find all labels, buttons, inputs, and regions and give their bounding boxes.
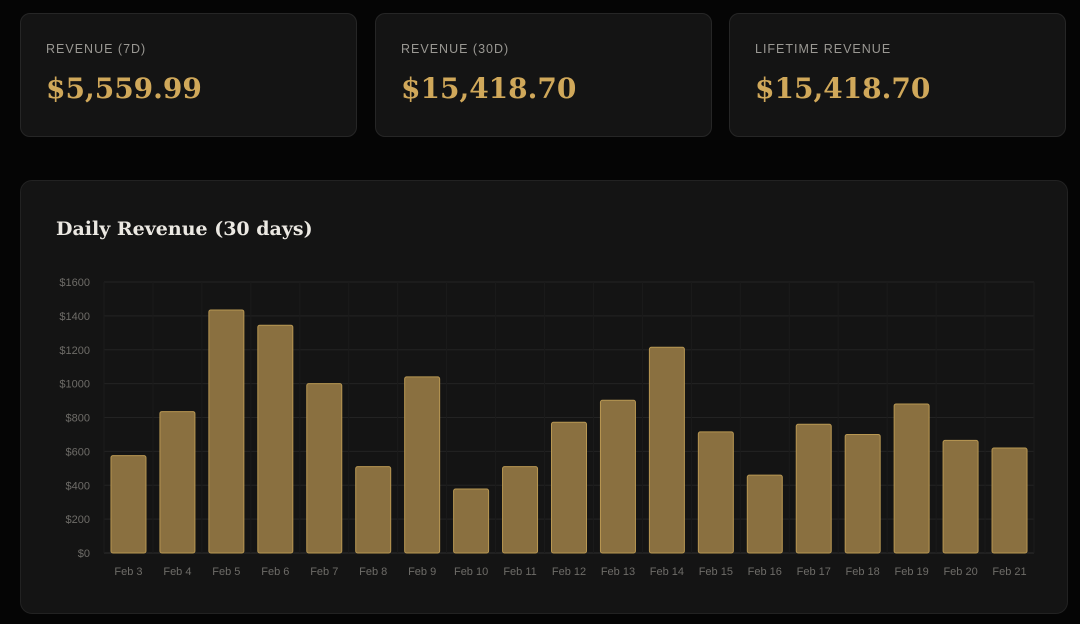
y-tick-label: $600	[66, 446, 90, 458]
bar-feb-19[interactable]	[893, 403, 930, 554]
x-tick-label: Feb 13	[601, 566, 635, 578]
y-tick-label: $800	[66, 413, 90, 425]
y-tick-label: $1600	[59, 277, 90, 289]
daily-revenue-chart: $0 $200 $400 $600 $800 $1000 $1200 $1400 $1600 Fe…	[59, 277, 1035, 578]
stat-value: $5,559.99	[46, 72, 202, 105]
stat-label: REVENUE (7D)	[46, 42, 147, 56]
bar-feb-12[interactable]	[551, 421, 587, 554]
x-tick-label: Feb 17	[797, 566, 831, 578]
stat-card-revenue-7d: REVENUE (7D) $5,559.99	[20, 13, 357, 137]
y-tick-label: $200	[66, 514, 90, 526]
bar-feb-17[interactable]	[795, 423, 832, 554]
y-tick-label: $1200	[59, 345, 90, 357]
bar-feb-10[interactable]	[453, 488, 490, 554]
x-tick-label: Feb 11	[503, 566, 536, 578]
bar-feb-21[interactable]	[991, 447, 1028, 554]
bar-feb-18[interactable]	[844, 433, 881, 554]
x-tick-label: Feb 9	[408, 566, 436, 578]
y-tick-label: $400	[66, 480, 90, 492]
bar-feb-3[interactable]	[110, 455, 147, 554]
bar-feb-7[interactable]	[306, 383, 343, 554]
stat-card-revenue-30d: REVENUE (30D) $15,418.70	[375, 13, 712, 137]
y-tick-label: $1400	[59, 311, 90, 323]
x-tick-label: Feb 8	[359, 566, 387, 578]
y-tick-label: $1000	[59, 379, 90, 391]
bar-feb-20[interactable]	[942, 439, 979, 554]
x-tick-label: Feb 21	[992, 566, 1026, 578]
x-tick-label: Feb 3	[114, 566, 142, 578]
x-tick-label: Feb 5	[212, 566, 240, 578]
x-tick-label: Feb 12	[552, 566, 586, 578]
x-tick-label: Feb 10	[454, 566, 488, 578]
chart-title: Daily Revenue (30 days)	[56, 218, 313, 240]
daily-revenue-chart-card: Daily Revenue (30 days) $0 $200 $400 $600 $8…	[20, 180, 1068, 614]
x-tick-label: Feb 7	[310, 566, 338, 578]
stat-label: REVENUE (30D)	[401, 42, 510, 56]
bar-feb-16[interactable]	[746, 474, 783, 554]
x-tick-label: Feb 19	[895, 566, 929, 578]
bar-feb-4[interactable]	[159, 411, 196, 554]
x-tick-label: Feb 16	[748, 566, 782, 578]
bar-feb-5[interactable]	[208, 309, 245, 554]
stat-label: LIFETIME REVENUE	[755, 42, 892, 56]
x-tick-label: Feb 18	[846, 566, 880, 578]
stat-card-lifetime-revenue: LIFETIME REVENUE $15,418.70	[729, 13, 1066, 137]
y-tick-label: $0	[78, 548, 90, 560]
bar-feb-8[interactable]	[355, 466, 392, 554]
x-tick-label: Feb 6	[261, 566, 289, 578]
bar-feb-14[interactable]	[648, 346, 685, 554]
bar-feb-13[interactable]	[599, 399, 636, 554]
bar-feb-11[interactable]	[502, 466, 539, 554]
x-tick-label: Feb 14	[650, 566, 684, 578]
x-tick-label: Feb 20	[943, 566, 977, 578]
x-tick-label: Feb 4	[163, 566, 191, 578]
stat-value: $15,418.70	[755, 72, 931, 105]
stat-value: $15,418.70	[401, 72, 577, 105]
bar-feb-15[interactable]	[697, 431, 734, 554]
x-tick-label: Feb 15	[699, 566, 733, 578]
bar-feb-6[interactable]	[257, 324, 294, 554]
bar-feb-9[interactable]	[404, 376, 441, 554]
